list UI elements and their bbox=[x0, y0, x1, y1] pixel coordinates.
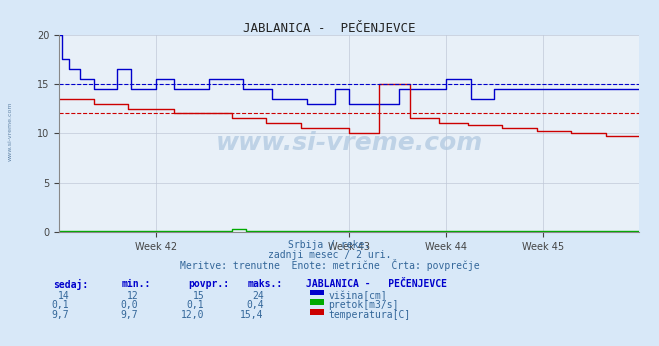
Text: temperatura[C]: temperatura[C] bbox=[328, 310, 411, 320]
Text: 24: 24 bbox=[252, 291, 264, 301]
Text: 15,4: 15,4 bbox=[240, 310, 264, 320]
Text: www.si-vreme.com: www.si-vreme.com bbox=[8, 102, 13, 161]
Text: 0,0: 0,0 bbox=[121, 300, 138, 310]
Text: JABLANICA -  PEČENJEVCE: JABLANICA - PEČENJEVCE bbox=[243, 22, 416, 36]
Bar bbox=[310, 299, 324, 305]
Text: pretok[m3/s]: pretok[m3/s] bbox=[328, 300, 399, 310]
Text: zadnji mesec / 2 uri.: zadnji mesec / 2 uri. bbox=[268, 250, 391, 260]
Text: sedaj:: sedaj: bbox=[53, 279, 88, 290]
Text: Meritve: trenutne  Enote: metrične  Črta: povprečje: Meritve: trenutne Enote: metrične Črta: … bbox=[180, 259, 479, 271]
Bar bbox=[310, 309, 324, 315]
Text: 12,0: 12,0 bbox=[181, 310, 204, 320]
Text: maks.:: maks.: bbox=[247, 279, 282, 289]
Text: višina[cm]: višina[cm] bbox=[328, 291, 387, 301]
Text: 0,4: 0,4 bbox=[246, 300, 264, 310]
Text: 9,7: 9,7 bbox=[121, 310, 138, 320]
Text: www.si-vreme.com: www.si-vreme.com bbox=[215, 131, 483, 155]
Text: 9,7: 9,7 bbox=[51, 310, 69, 320]
Text: 0,1: 0,1 bbox=[186, 300, 204, 310]
Text: 14: 14 bbox=[57, 291, 69, 301]
Bar bbox=[310, 290, 324, 295]
Text: povpr.:: povpr.: bbox=[188, 279, 229, 289]
Text: Srbija / reke.: Srbija / reke. bbox=[289, 240, 370, 251]
Text: min.:: min.: bbox=[122, 279, 152, 289]
Text: JABLANICA -   PEČENJEVCE: JABLANICA - PEČENJEVCE bbox=[306, 279, 447, 289]
Text: 15: 15 bbox=[192, 291, 204, 301]
Text: 0,1: 0,1 bbox=[51, 300, 69, 310]
Text: 12: 12 bbox=[127, 291, 138, 301]
